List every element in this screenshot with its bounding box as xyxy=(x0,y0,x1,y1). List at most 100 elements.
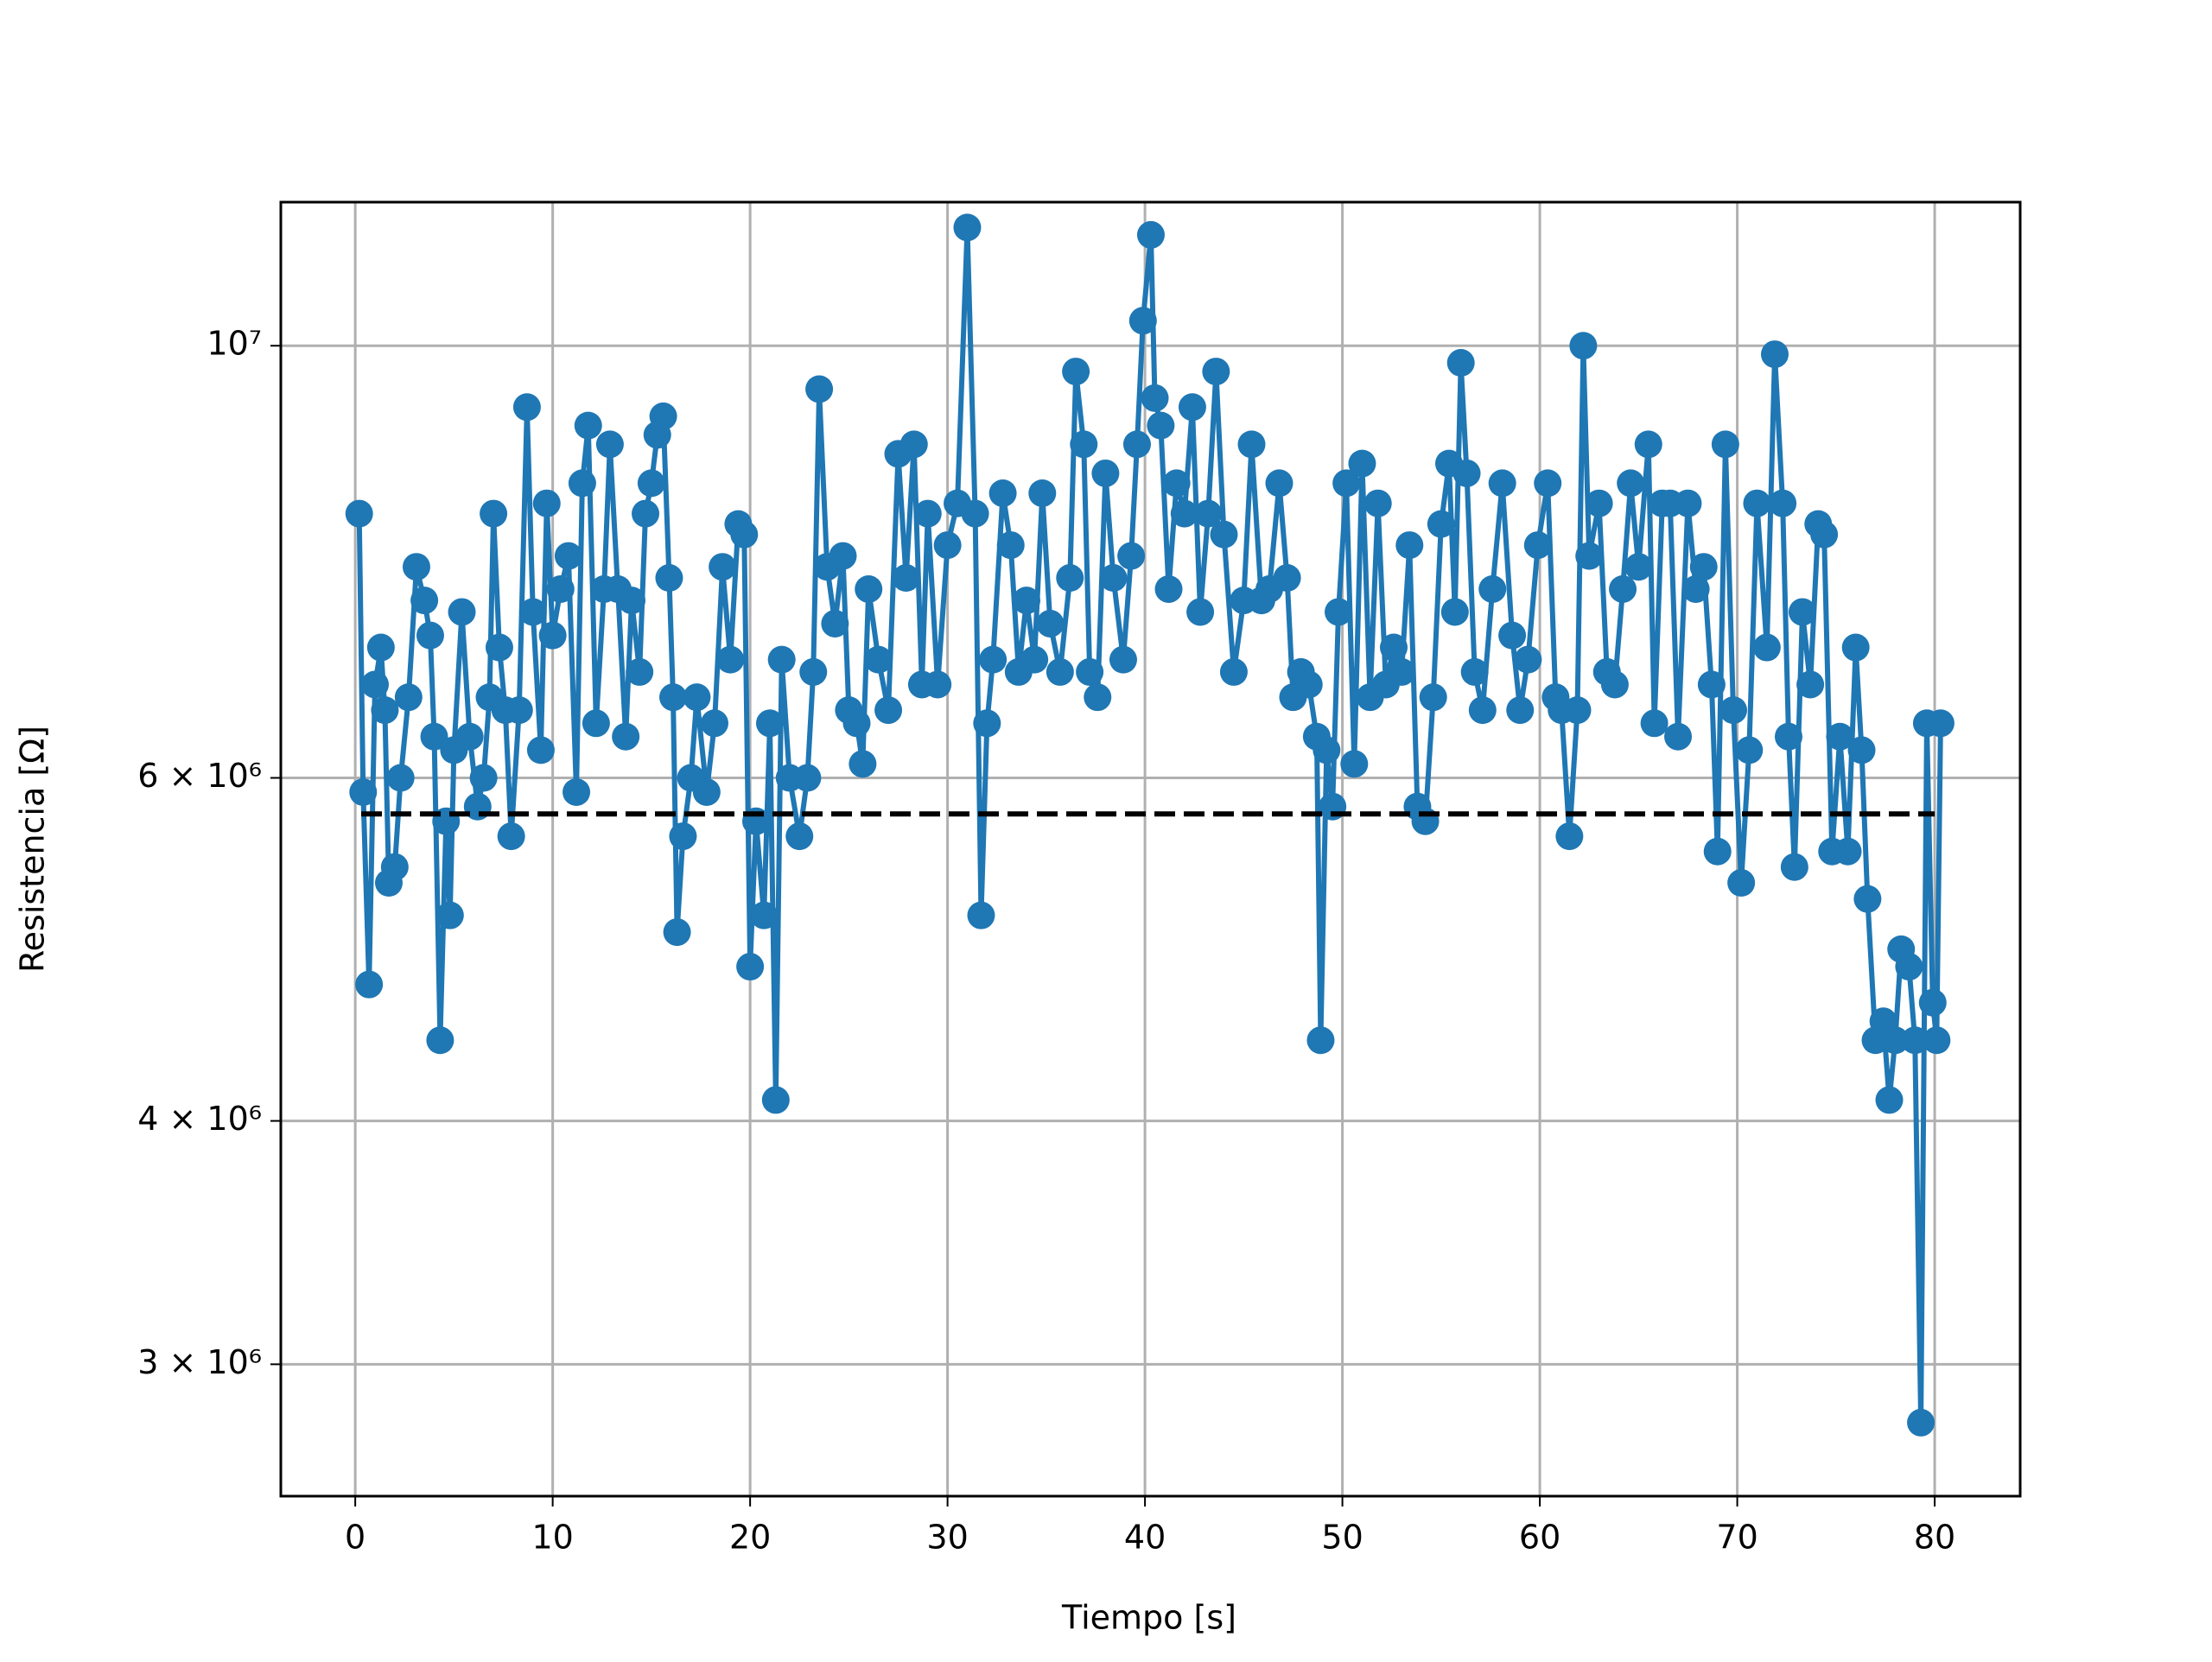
data-point xyxy=(1834,837,1862,866)
data-point xyxy=(637,469,665,498)
data-point xyxy=(1624,553,1653,581)
data-point xyxy=(750,901,779,929)
data-point xyxy=(1600,670,1629,699)
data-point xyxy=(568,469,596,498)
y-tick-label: 6 × 10⁶ xyxy=(137,757,262,795)
data-point xyxy=(1363,489,1392,517)
data-point xyxy=(349,777,378,806)
data-point xyxy=(1634,430,1662,459)
data-point xyxy=(1468,696,1497,725)
data-point xyxy=(1895,953,1923,981)
data-point xyxy=(1875,1086,1904,1114)
data-point xyxy=(1585,489,1613,517)
data-point xyxy=(953,213,982,242)
data-point xyxy=(532,489,561,517)
data-point xyxy=(574,411,602,440)
data-point xyxy=(1154,574,1183,603)
x-tick-label: 50 xyxy=(1321,1519,1363,1557)
y-axis-label: Resistencia [Ω] xyxy=(14,726,52,973)
data-point xyxy=(1109,645,1137,674)
data-point xyxy=(1681,574,1710,603)
data-point xyxy=(1446,349,1475,377)
data-point xyxy=(497,822,525,851)
data-point xyxy=(1162,469,1191,498)
data-point xyxy=(1788,598,1816,626)
data-point xyxy=(1460,657,1489,686)
data-point xyxy=(1555,822,1584,851)
data-point xyxy=(1219,657,1248,686)
data-point xyxy=(1926,709,1955,738)
data-point xyxy=(1076,657,1104,686)
data-point xyxy=(1907,1408,1936,1437)
data-point xyxy=(1332,469,1361,498)
data-point xyxy=(632,499,660,528)
data-point xyxy=(1313,736,1341,764)
data-point xyxy=(1727,869,1756,898)
data-point xyxy=(1070,430,1098,459)
data-point xyxy=(1774,722,1802,751)
data-point xyxy=(659,683,688,712)
data-point xyxy=(1099,564,1128,593)
data-point xyxy=(1013,587,1041,615)
data-point xyxy=(1569,332,1598,360)
data-point xyxy=(1780,853,1808,881)
data-point xyxy=(1186,598,1215,626)
data-point xyxy=(683,683,711,712)
data-point xyxy=(730,520,759,549)
data-point xyxy=(582,709,610,738)
data-point xyxy=(961,499,989,528)
data-point xyxy=(1348,449,1376,478)
data-point xyxy=(526,736,555,764)
data-point xyxy=(1689,553,1718,581)
data-point xyxy=(469,764,498,792)
data-point xyxy=(595,430,624,459)
data-point xyxy=(1062,358,1090,386)
data-point xyxy=(1028,479,1057,507)
data-point xyxy=(988,479,1017,507)
data-point xyxy=(793,764,822,792)
data-point xyxy=(1752,633,1781,662)
data-point xyxy=(1273,564,1301,593)
data-point xyxy=(455,722,484,751)
data-point xyxy=(1395,531,1424,560)
data-point xyxy=(799,657,828,686)
data-point xyxy=(505,696,533,725)
data-point xyxy=(1340,750,1369,778)
data-point xyxy=(1136,220,1165,249)
data-point xyxy=(1735,736,1764,764)
data-point xyxy=(996,531,1025,560)
data-point xyxy=(1210,520,1238,549)
x-tick-label: 60 xyxy=(1519,1519,1560,1557)
data-point xyxy=(1523,531,1552,560)
data-point xyxy=(892,564,920,593)
data-point xyxy=(618,587,646,615)
data-point xyxy=(1923,1026,1951,1055)
data-point xyxy=(416,621,444,650)
data-point xyxy=(709,553,737,581)
data-point xyxy=(420,722,448,751)
x-axis-label: Tiempo [s] xyxy=(1061,1599,1236,1637)
data-point xyxy=(1419,683,1447,712)
data-point xyxy=(1743,489,1771,517)
data-point xyxy=(1020,645,1049,674)
data-point xyxy=(612,722,640,751)
data-point xyxy=(1609,574,1637,603)
data-point xyxy=(663,918,691,947)
data-point xyxy=(1575,542,1604,570)
data-point xyxy=(1128,307,1157,335)
data-point xyxy=(1841,633,1870,662)
data-point xyxy=(1294,670,1323,699)
data-point xyxy=(874,696,903,725)
data-point xyxy=(899,430,928,459)
y-tick-label: 4 × 10⁶ xyxy=(137,1100,262,1138)
data-point xyxy=(933,531,962,560)
data-point xyxy=(849,750,877,778)
data-point xyxy=(1452,459,1481,487)
data-point xyxy=(448,598,476,626)
data-point xyxy=(402,553,430,581)
y-tick-label: 3 × 10⁶ xyxy=(137,1343,262,1381)
data-point xyxy=(394,683,423,712)
plot-frame xyxy=(279,200,2022,1498)
